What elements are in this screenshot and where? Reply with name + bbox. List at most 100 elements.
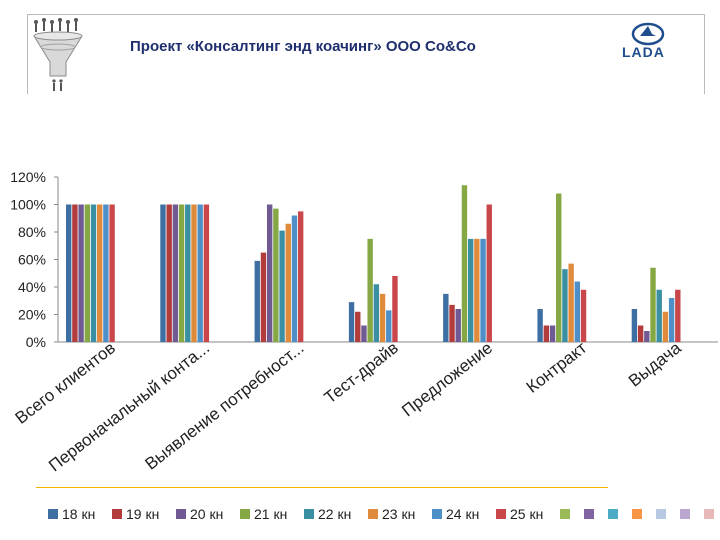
bar-7-7 bbox=[668, 298, 675, 342]
category-label: Первоначальный конта... bbox=[45, 338, 213, 475]
y-tick-label: 20% bbox=[18, 307, 46, 323]
legend-label: 23 кн bbox=[382, 506, 415, 522]
bar-2-2 bbox=[166, 204, 172, 342]
category-label: Выдача bbox=[625, 338, 685, 391]
bar-7-6 bbox=[662, 311, 669, 342]
bar-4-1 bbox=[348, 302, 355, 342]
bar-7-1 bbox=[631, 309, 638, 342]
bar-7-2 bbox=[637, 325, 644, 342]
y-tick-label: 60% bbox=[18, 252, 46, 268]
bar-6-1 bbox=[537, 309, 543, 342]
legend-swatch bbox=[176, 509, 186, 519]
bar-3-4 bbox=[273, 208, 279, 342]
bar-1-1 bbox=[66, 204, 72, 342]
legend-swatch bbox=[368, 509, 378, 519]
legend-label: 21 кн bbox=[254, 506, 287, 522]
bar-1-2 bbox=[72, 204, 78, 342]
funnel-bar-chart: 0%20%40%60%80%100%120%Всего клиентовПерв… bbox=[10, 169, 718, 522]
legend-swatch bbox=[304, 509, 314, 519]
bar-3-3 bbox=[266, 204, 273, 342]
bar-3-8 bbox=[297, 211, 304, 342]
bar-6-8 bbox=[580, 289, 587, 342]
bar-1-6 bbox=[97, 204, 103, 342]
legend-swatch bbox=[496, 509, 506, 519]
bar-5-6 bbox=[474, 238, 480, 342]
legend-swatch bbox=[584, 509, 594, 519]
bar-5-1 bbox=[443, 293, 449, 342]
bar-7-4 bbox=[650, 267, 656, 342]
bar-6-2 bbox=[543, 325, 550, 342]
legend-swatch bbox=[112, 509, 122, 519]
bar-7-5 bbox=[656, 289, 662, 342]
bar-6-5 bbox=[562, 269, 568, 342]
bar-4-4 bbox=[367, 238, 373, 342]
bar-5-4 bbox=[461, 185, 468, 342]
legend-swatch bbox=[704, 509, 714, 519]
bar-5-7 bbox=[480, 238, 486, 342]
legend-label: 20 кн bbox=[190, 506, 223, 522]
y-tick-label: 120% bbox=[10, 169, 46, 185]
bar-5-5 bbox=[467, 238, 474, 342]
y-tick-label: 0% bbox=[26, 334, 46, 350]
legend-swatch bbox=[632, 509, 642, 519]
legend-swatch bbox=[656, 509, 666, 519]
bar-1-8 bbox=[109, 204, 115, 342]
y-tick-label: 40% bbox=[18, 279, 46, 295]
bar-2-1 bbox=[160, 204, 166, 342]
legend-swatch bbox=[560, 509, 570, 519]
category-label: Предложение bbox=[398, 338, 496, 420]
bar-3-5 bbox=[279, 230, 285, 342]
bar-1-3 bbox=[78, 204, 84, 342]
legend-swatch bbox=[240, 509, 250, 519]
category-label: Тест-драйв bbox=[321, 338, 402, 407]
bar-1-4 bbox=[84, 204, 90, 342]
legend-label: 18 кн bbox=[62, 506, 95, 522]
legend-label: 22 кн bbox=[318, 506, 351, 522]
bar-2-3 bbox=[172, 204, 179, 342]
bar-6-7 bbox=[574, 281, 581, 342]
bar-5-2 bbox=[449, 304, 455, 342]
bar-6-6 bbox=[568, 263, 574, 342]
bar-7-8 bbox=[675, 289, 681, 342]
bar-2-7 bbox=[197, 204, 203, 342]
footer-accent-line bbox=[36, 487, 608, 488]
legend-swatch bbox=[608, 509, 618, 519]
legend-swatch bbox=[680, 509, 690, 519]
bar-4-5 bbox=[373, 284, 380, 342]
legend-label: 19 кн bbox=[126, 506, 159, 522]
lada-boat-icon bbox=[631, 22, 665, 46]
bar-5-8 bbox=[486, 204, 492, 342]
funnel-logo-icon bbox=[33, 18, 83, 91]
y-tick-label: 80% bbox=[18, 224, 46, 240]
legend-swatch bbox=[432, 509, 442, 519]
y-tick-label: 100% bbox=[10, 197, 46, 213]
bar-1-5 bbox=[90, 204, 97, 342]
bar-6-4 bbox=[556, 193, 562, 342]
legend-swatch bbox=[48, 509, 58, 519]
header-divider bbox=[27, 14, 28, 94]
bar-2-5 bbox=[185, 204, 191, 342]
bar-2-8 bbox=[203, 204, 210, 342]
bar-2-6 bbox=[191, 204, 197, 342]
bar-4-3 bbox=[361, 325, 367, 342]
bar-4-8 bbox=[392, 276, 398, 342]
category-label: Контракт bbox=[523, 338, 591, 397]
bar-7-3 bbox=[644, 331, 650, 342]
bar-4-7 bbox=[386, 310, 392, 342]
bar-4-6 bbox=[379, 293, 386, 342]
bar-3-2 bbox=[260, 252, 267, 342]
bar-5-3 bbox=[455, 309, 461, 342]
bar-4-2 bbox=[355, 311, 361, 342]
bar-3-6 bbox=[285, 223, 291, 342]
bar-6-3 bbox=[549, 325, 556, 342]
bar-2-4 bbox=[178, 204, 185, 342]
bar-1-7 bbox=[103, 204, 109, 342]
legend-label: 24 кн bbox=[446, 506, 479, 522]
bar-3-7 bbox=[291, 215, 298, 342]
brand-logo-text: LADA bbox=[622, 44, 665, 60]
legend-label: 25 кн bbox=[510, 506, 543, 522]
bar-3-1 bbox=[254, 260, 260, 342]
category-label: Выявление потребност... bbox=[142, 338, 308, 474]
page-title: Проект «Консалтинг энд коачинг» ООО Со&С… bbox=[130, 38, 476, 55]
header-frame bbox=[27, 14, 705, 94]
